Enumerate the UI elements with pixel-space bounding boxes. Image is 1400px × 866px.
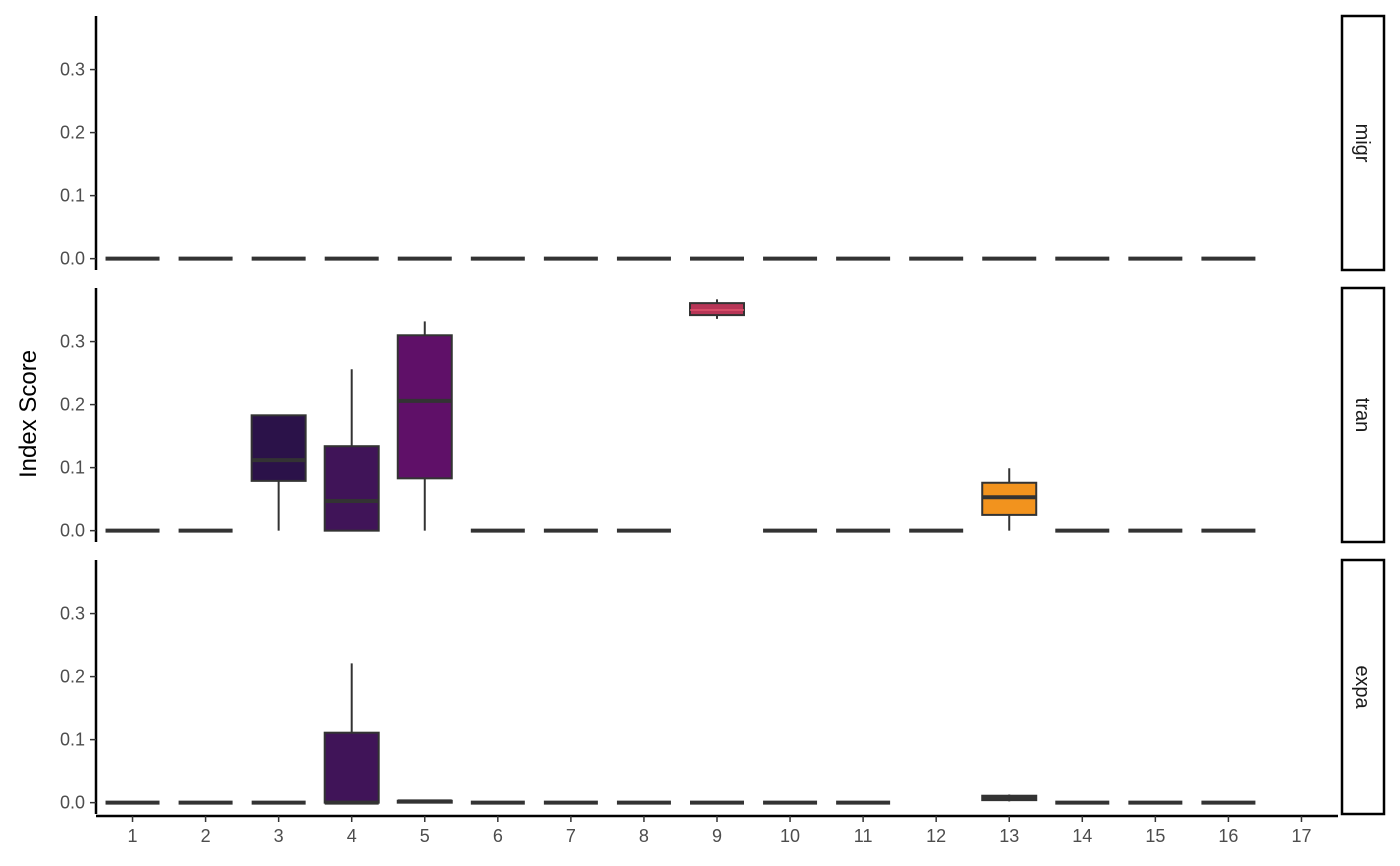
x-tick-label: 11 (854, 826, 873, 846)
x-tick-label: 13 (999, 826, 1019, 846)
y-axis-title: Index Score (15, 350, 42, 478)
box-tran-13 (981, 468, 1038, 531)
y-tick-label: 0.2 (60, 395, 85, 415)
strip-box (1340, 286, 1386, 544)
y-tick-label: 0.2 (60, 667, 85, 687)
x-tick-label: 5 (420, 826, 430, 846)
x-axis: 1 2 3 4 5 6 7 8 9 10 11 12 13 14 15 16 17 (96, 814, 1338, 846)
strip-label: migr (1351, 124, 1373, 163)
x-tick-label: 15 (1145, 826, 1165, 846)
box-expa-13 (981, 794, 1038, 802)
y-tick-label: 0.0 (60, 793, 85, 813)
y-tick-label: 0.3 (60, 604, 85, 624)
x-tick-label: 10 (780, 826, 800, 846)
box-body (396, 334, 453, 480)
strip-box (1340, 558, 1386, 816)
x-tick-label: 14 (1072, 826, 1092, 846)
box-expa-5 (396, 799, 453, 804)
panels-layer: 0.00.10.20.3migr0.00.10.20.3tran0.00.10.… (60, 14, 1386, 846)
box-body (323, 445, 380, 532)
y-tick-label: 0.1 (60, 186, 85, 206)
panel-expa: 0.0 0.1 0.2 0.3 (60, 560, 1256, 814)
y-tick-label: 0.1 (60, 458, 85, 478)
x-tick-label: 12 (926, 826, 946, 846)
y-tick-label: 0.0 (60, 249, 85, 269)
y-tick-label: 0.2 (60, 123, 85, 143)
x-tick-label: 17 (1291, 826, 1311, 846)
y-tick-label: 0.3 (60, 60, 85, 80)
box-tran-3 (250, 414, 307, 531)
box-body (323, 731, 380, 804)
strip-label: tran (1351, 398, 1373, 432)
panel-tran: 0.0 0.1 0.2 0.3 (60, 288, 1256, 542)
y-tick-label: 0.3 (60, 332, 85, 352)
strip-migr: migr (1340, 14, 1386, 272)
x-tick-label: 1 (128, 826, 138, 846)
y-tick-label: 0.0 (60, 521, 85, 541)
x-tick-label: 6 (493, 826, 503, 846)
box-expa-4 (323, 663, 380, 805)
box-tran-9 (689, 299, 745, 319)
box-tran-4 (323, 369, 380, 532)
strip-expa: expa (1340, 558, 1386, 816)
y-tick-label: 0.1 (60, 730, 85, 750)
box-body (689, 302, 745, 317)
x-tick-label: 3 (274, 826, 284, 846)
x-tick-label: 2 (201, 826, 211, 846)
strip-tran: tran (1340, 286, 1386, 544)
strip-box (1340, 14, 1386, 272)
x-tick-label: 16 (1218, 826, 1238, 846)
box-tran-5 (396, 321, 453, 531)
x-tick-label: 7 (566, 826, 576, 846)
x-tick-label: 8 (639, 826, 649, 846)
strip-label: expa (1351, 665, 1373, 709)
box-body (250, 414, 307, 482)
x-tick-label: 9 (712, 826, 722, 846)
panel-migr: 0.0 0.1 0.2 0.3 (60, 16, 1256, 270)
x-tick-label: 4 (347, 826, 357, 846)
